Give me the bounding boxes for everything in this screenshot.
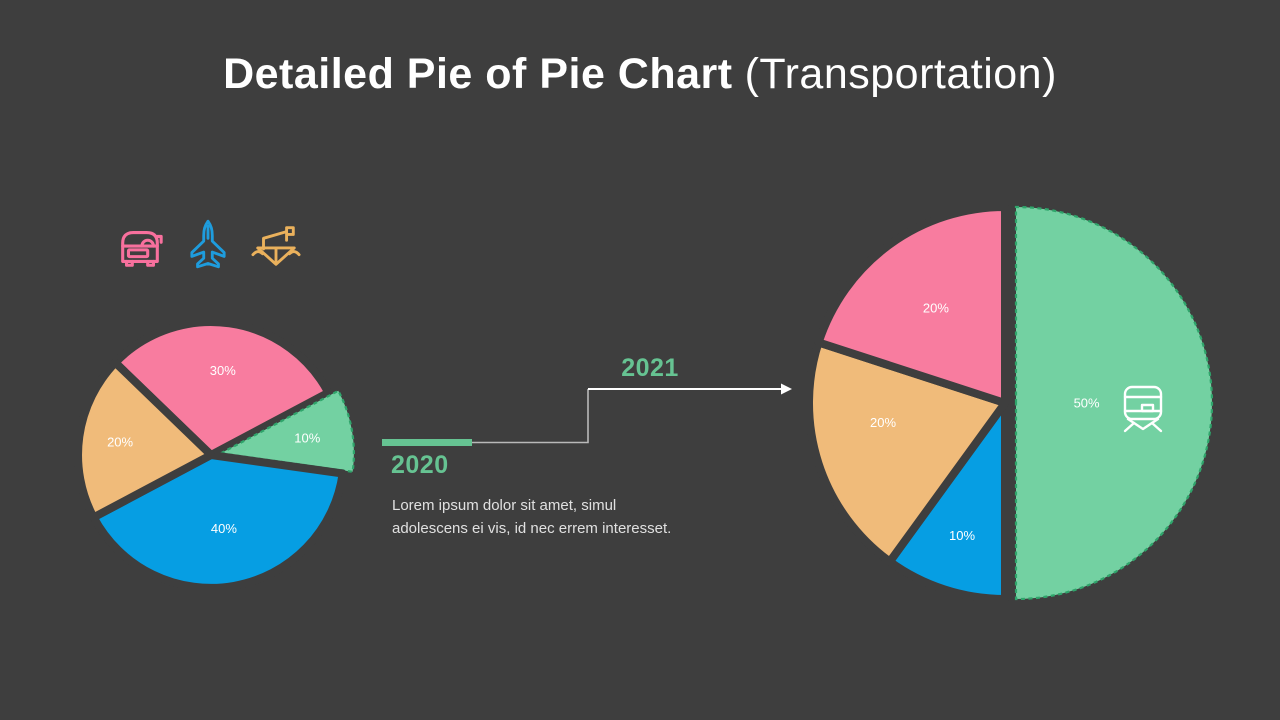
pie-slice-green	[1014, 205, 1214, 601]
year-label-2020: 2020	[391, 451, 449, 479]
description-line-1: Lorem ipsum dolor sit amet, simul	[392, 497, 617, 514]
slice-label: 20%	[107, 435, 133, 450]
train-icon	[1123, 385, 1163, 433]
slice-label: 40%	[211, 521, 237, 536]
boat-icon	[251, 226, 301, 266]
page-title: Detailed Pie of Pie Chart (Transportation…	[0, 50, 1280, 99]
pie-slice-pink	[814, 203, 1009, 407]
page-title-bold: Detailed Pie of Pie Chart	[223, 50, 733, 98]
car-icon	[121, 231, 163, 267]
page-title-regular: (Transportation)	[744, 50, 1057, 98]
pie-slice-green	[217, 389, 355, 474]
pie-slice-orange	[805, 338, 1009, 566]
pie-slice-orange	[74, 358, 215, 522]
year-2020-underline	[382, 439, 472, 446]
plane-icon	[190, 219, 226, 269]
description-line-2: adolescens ei vis, id nec errem interess…	[392, 520, 672, 537]
pie-slice-blue	[885, 399, 1009, 603]
slice-label: 50%	[1074, 396, 1100, 411]
pie-chart-2020: 30% 10% 40% 20%	[74, 318, 355, 592]
arrow-head	[781, 383, 792, 395]
transport-icons-row	[115, 218, 301, 270]
slice-label: 10%	[294, 431, 320, 446]
slice-label: 30%	[210, 363, 236, 378]
slice-label: 20%	[870, 415, 896, 430]
year-label-2021: 2021	[621, 354, 679, 382]
description-text: Lorem ipsum dolor sit amet, simul adoles…	[392, 494, 671, 540]
step-connector	[382, 383, 792, 446]
slice-label: 10%	[949, 528, 975, 543]
pie-slice-pink	[111, 318, 333, 459]
connector-elbow-line	[472, 389, 589, 444]
slice-label: 20%	[923, 300, 949, 315]
pie-chart-2021: 50% 10% 20% 20%	[805, 203, 1214, 603]
